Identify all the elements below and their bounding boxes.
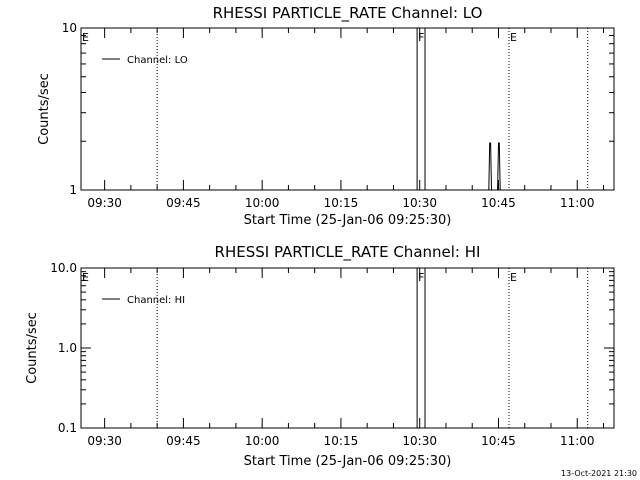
plot1-series-line-0: [416, 27, 501, 191]
plot1-xtick-label-2: 10:00: [245, 196, 280, 210]
footer-timestamp: 13-Oct-2021 21:30: [561, 469, 637, 478]
plot1-xtick-label-3: 10:15: [324, 196, 359, 210]
plot1-axes-frame: [80, 27, 615, 191]
plot2-ytick-label-0: 0.1: [58, 421, 77, 435]
plot2-xlabel: Start Time (25-Jan-06 09:25:30): [244, 454, 452, 469]
plot1-xtick-label-5: 10:45: [481, 196, 516, 210]
plot2-xtick-label-3: 10:15: [324, 434, 359, 448]
plot1-legend-label: Channel: LO: [127, 55, 188, 66]
plot2-legend-label: Channel: HI: [127, 295, 185, 306]
plot2-xtick-label-5: 10:45: [481, 434, 516, 448]
plot2-marker-0: E: [82, 271, 89, 284]
plot2-xtick-label-6: 11:00: [560, 434, 595, 448]
plot2-title: RHESSI PARTICLE_RATE Channel: HI: [215, 243, 481, 262]
plot2-ytick-label-2: 10.0: [50, 261, 77, 275]
plot2-series-line-0: [416, 267, 426, 428]
plot1-marker-0: E: [82, 31, 89, 44]
plot1-title: RHESSI PARTICLE_RATE Channel: LO: [213, 4, 483, 23]
plot2-xtick-label-4: 10:30: [402, 434, 437, 448]
plot1-xlabel: Start Time (25-Jan-06 09:25:30): [244, 213, 452, 228]
plot2-axes-frame: [80, 267, 615, 429]
plot2-marker-1: F: [418, 271, 424, 284]
plot1-xtick-label-0: 09:30: [87, 196, 122, 210]
plot1-xtick-label-6: 11:00: [560, 196, 595, 210]
plot1-ylabel: Counts/sec: [37, 73, 52, 145]
plot2-xtick-label-0: 09:30: [87, 434, 122, 448]
plot1-ytick-label-0: 1: [69, 183, 77, 197]
plot1-xtick-label-1: 09:45: [166, 196, 201, 210]
plot2-xtick-label-1: 09:45: [166, 434, 201, 448]
plot1-ytick-label-1: 10: [62, 21, 77, 35]
plot1-marker-1: F: [418, 31, 424, 44]
plot2-marker-2: E: [510, 271, 517, 284]
plot1-marker-2: E: [510, 31, 517, 44]
plot2-xtick-label-2: 10:00: [245, 434, 280, 448]
plot2-ytick-label-1: 1.0: [58, 341, 77, 355]
plot1-xtick-label-4: 10:30: [402, 196, 437, 210]
plot2-ylabel: Counts/sec: [25, 312, 40, 384]
